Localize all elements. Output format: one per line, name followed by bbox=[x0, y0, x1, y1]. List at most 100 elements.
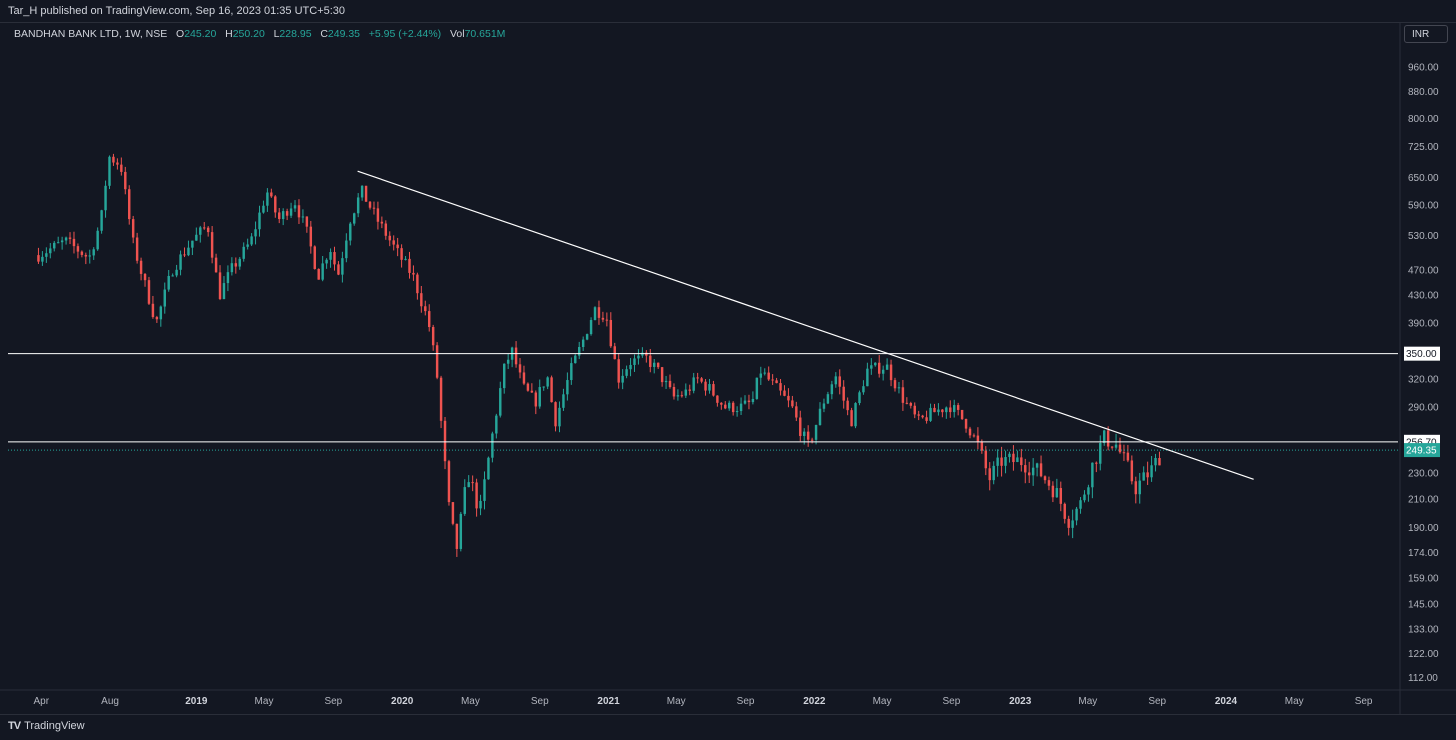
candle bbox=[72, 231, 76, 254]
candle bbox=[210, 226, 214, 264]
candle bbox=[731, 401, 735, 416]
candle-body bbox=[435, 345, 439, 378]
candle bbox=[1154, 453, 1157, 472]
candle-body bbox=[712, 384, 715, 396]
candle bbox=[787, 388, 790, 408]
candle-body bbox=[1106, 430, 1110, 447]
candle-body bbox=[1055, 488, 1059, 498]
tradingview-logo[interactable]: TV TradingView bbox=[8, 720, 85, 732]
candle bbox=[889, 359, 893, 387]
candle bbox=[858, 390, 861, 406]
candle bbox=[688, 384, 691, 396]
candle bbox=[546, 376, 549, 390]
candle-body bbox=[451, 502, 455, 524]
candle-body bbox=[818, 408, 822, 426]
candle-body bbox=[941, 409, 944, 413]
candle bbox=[116, 158, 119, 170]
volume-label: Vol bbox=[449, 28, 465, 40]
candlestick-series bbox=[37, 153, 1161, 557]
candle-body bbox=[443, 420, 447, 462]
candle-body bbox=[672, 387, 676, 397]
candle-body bbox=[862, 386, 865, 393]
candle-body bbox=[1114, 444, 1118, 448]
candle-body bbox=[759, 373, 763, 378]
horizontal-line-price-label: 350.00 bbox=[1404, 346, 1440, 361]
candle bbox=[451, 502, 455, 526]
candle bbox=[483, 471, 486, 510]
candle bbox=[1020, 448, 1023, 472]
candle-body bbox=[727, 402, 731, 409]
price-tick-label: 230.00 bbox=[1408, 469, 1439, 480]
candle bbox=[1126, 444, 1130, 463]
candle bbox=[1016, 450, 1019, 463]
candle-body bbox=[1138, 480, 1141, 495]
candle-body bbox=[581, 339, 585, 348]
candle bbox=[799, 410, 802, 442]
candle-body bbox=[147, 280, 151, 304]
candle-body bbox=[100, 210, 103, 231]
candle-body bbox=[972, 435, 976, 437]
candle bbox=[1150, 455, 1153, 482]
candle bbox=[791, 395, 794, 409]
candle-body bbox=[416, 274, 419, 294]
candle bbox=[353, 212, 356, 226]
candle bbox=[167, 269, 170, 292]
candle-body bbox=[301, 216, 305, 218]
candle bbox=[214, 253, 218, 273]
trendline bbox=[357, 170, 1254, 480]
candle-body bbox=[925, 417, 928, 421]
candle-body bbox=[542, 386, 545, 388]
candle-body bbox=[309, 226, 313, 247]
candle-body bbox=[846, 400, 849, 411]
candle bbox=[992, 461, 995, 485]
candle bbox=[897, 381, 901, 394]
candle bbox=[360, 185, 364, 201]
candle bbox=[491, 431, 494, 463]
candle bbox=[1012, 445, 1015, 471]
candle-body bbox=[254, 229, 257, 237]
candle-body bbox=[589, 320, 593, 335]
candle bbox=[285, 208, 289, 221]
candle bbox=[388, 231, 391, 247]
candle-body bbox=[656, 362, 660, 368]
candle bbox=[739, 397, 743, 415]
candle bbox=[1110, 446, 1114, 450]
candle-body bbox=[491, 433, 494, 458]
candle-body bbox=[1126, 452, 1130, 461]
last-price-text: 249.35 bbox=[1406, 446, 1437, 457]
candle-body bbox=[191, 240, 194, 248]
candle bbox=[100, 209, 103, 234]
candle bbox=[1134, 476, 1138, 504]
candle-body bbox=[1142, 472, 1145, 481]
candle bbox=[846, 397, 849, 416]
candle bbox=[909, 401, 913, 409]
candle-body bbox=[199, 227, 202, 235]
candle bbox=[424, 300, 427, 316]
candle bbox=[1118, 437, 1122, 454]
candle bbox=[1047, 476, 1051, 491]
candle bbox=[941, 409, 944, 418]
candle-body bbox=[128, 189, 131, 220]
currency-button[interactable]: INR bbox=[1404, 25, 1448, 43]
candle-body bbox=[763, 372, 766, 374]
candle bbox=[1059, 481, 1063, 512]
candle bbox=[534, 390, 538, 415]
candle-body bbox=[834, 376, 838, 385]
candle bbox=[664, 375, 668, 389]
candle bbox=[550, 375, 553, 403]
candle bbox=[637, 349, 640, 365]
candle-body bbox=[885, 364, 889, 370]
candle bbox=[341, 251, 344, 283]
candle bbox=[384, 220, 388, 240]
time-tick-label: May bbox=[461, 696, 480, 707]
candle bbox=[1031, 458, 1035, 486]
candle bbox=[428, 304, 431, 332]
candle bbox=[842, 380, 845, 409]
candle bbox=[724, 401, 727, 410]
candle bbox=[562, 388, 565, 411]
candle bbox=[605, 312, 609, 327]
candle bbox=[293, 200, 297, 212]
candle bbox=[88, 249, 91, 264]
candle-body bbox=[964, 419, 968, 429]
